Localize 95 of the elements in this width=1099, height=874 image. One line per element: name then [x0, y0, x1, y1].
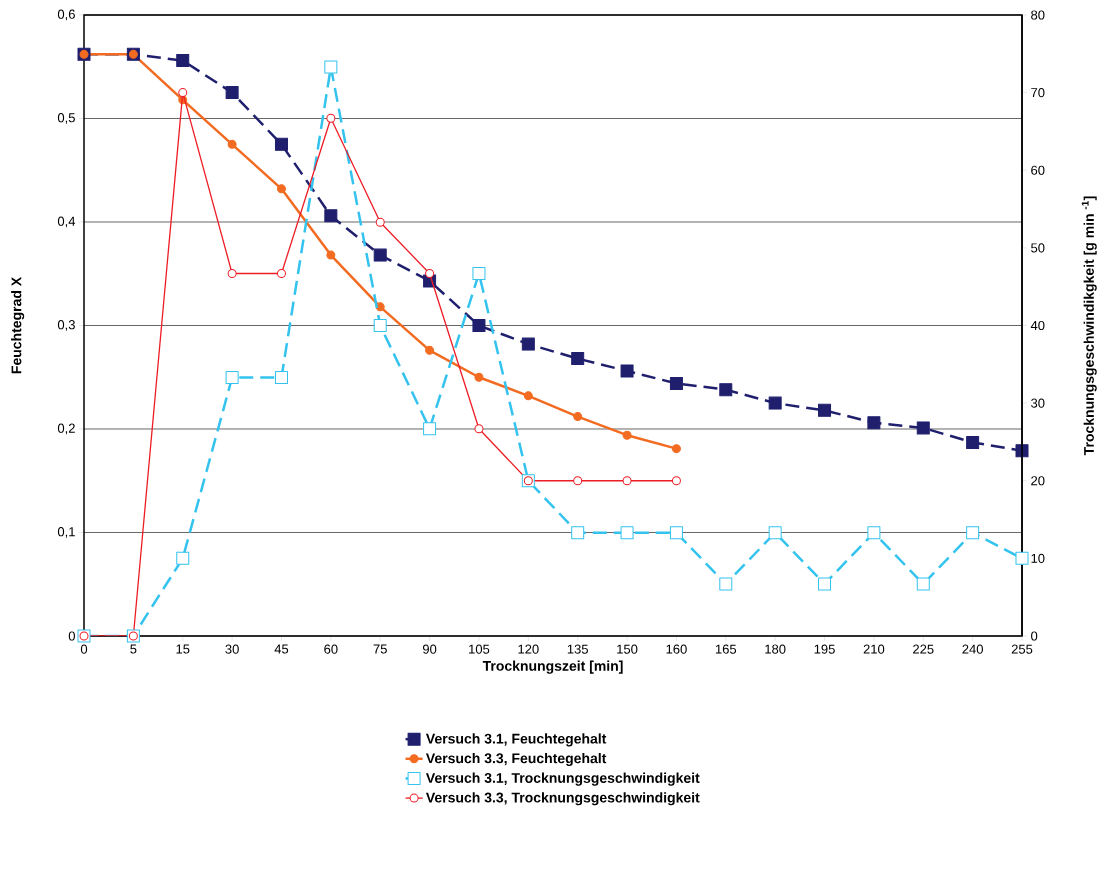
y-tick-label: 0,2 — [57, 423, 75, 435]
point — [916, 421, 930, 435]
point — [966, 526, 980, 540]
y2-tick-label: 50 — [1031, 243, 1045, 253]
y2-tick-label: 70 — [1031, 88, 1045, 98]
point — [276, 184, 286, 194]
y-tick-label: 0,6 — [57, 9, 75, 21]
x-tick-label: 105 — [469, 644, 490, 654]
x-tick-label: 240 — [962, 644, 983, 654]
point — [719, 383, 733, 397]
point — [867, 526, 881, 540]
y2-tick-label: 40 — [1030, 320, 1045, 331]
point — [573, 412, 583, 422]
y2-tick-label: 20 — [1031, 476, 1045, 486]
x-tick-label: 60 — [324, 644, 338, 654]
point — [571, 526, 585, 540]
point — [867, 416, 881, 430]
point — [669, 526, 683, 540]
point — [324, 209, 338, 223]
x-tick-label: 210 — [863, 644, 885, 654]
point — [669, 376, 683, 390]
y-tick-label: 0,5 — [57, 113, 75, 124]
y-tick-label: 0,4 — [57, 216, 76, 228]
point — [373, 318, 387, 332]
x-tick-label: 135 — [567, 644, 588, 654]
x-tick-label: 180 — [765, 644, 786, 654]
point — [176, 54, 190, 68]
point — [1015, 551, 1029, 565]
point — [768, 526, 782, 540]
point — [176, 551, 190, 565]
x-tick-label: 195 — [814, 644, 835, 654]
point — [622, 430, 632, 440]
point — [326, 113, 336, 123]
point — [274, 137, 288, 151]
point — [719, 577, 733, 591]
legend-label: Versuch 3.3, Trocknungsgeschwindigkeit — [425, 792, 700, 806]
point — [227, 139, 237, 149]
y2-tick-label: 0 — [1031, 631, 1038, 641]
x-tick-label: 90 — [422, 644, 437, 654]
y-axis-title: Feuchtegrad X — [11, 277, 25, 374]
legend-label: Versuch 3.1, Feuchtegehalt — [425, 733, 607, 747]
legend-label: Versuch 3.1, Trocknungsgeschwindigkeit — [425, 772, 700, 786]
x-tick-label: 45 — [274, 644, 289, 654]
y-tick-label: 0,3 — [57, 320, 75, 331]
point — [472, 266, 486, 280]
point — [521, 337, 535, 351]
point — [818, 403, 832, 417]
point — [472, 318, 486, 332]
point — [620, 526, 634, 540]
x-tick-label: 75 — [373, 644, 387, 654]
x-axis-title: Trocknungszeit [min] — [482, 660, 623, 674]
point — [225, 86, 239, 100]
point — [375, 217, 385, 227]
legend-label: Versuch 3.3, Feuchtegehalt — [425, 752, 607, 767]
x-tick-label: 120 — [518, 644, 539, 654]
point — [620, 364, 634, 378]
x-tick-label: 0 — [80, 644, 88, 654]
point — [573, 476, 583, 486]
y-tick-label: 0 — [68, 631, 75, 641]
point — [324, 60, 338, 74]
point — [326, 250, 336, 260]
point — [423, 422, 437, 436]
y2-tick-label: 60 — [1031, 165, 1045, 175]
point — [1015, 444, 1029, 458]
point — [671, 444, 681, 454]
y2-tick-label: 10 — [1031, 553, 1045, 563]
y2-axis-title: Trocknungsgeschwindikgkeit [g min $^{-1}$] — [1081, 196, 1097, 456]
point — [523, 391, 533, 401]
x-tick-label: 15 — [176, 644, 190, 654]
point — [768, 396, 782, 410]
point — [571, 352, 585, 366]
point — [671, 476, 681, 486]
x-tick-label: 150 — [617, 644, 638, 654]
point — [474, 372, 484, 382]
y-tick-label: 0,1 — [57, 527, 75, 538]
point — [474, 424, 484, 434]
point — [225, 371, 239, 384]
point — [178, 88, 188, 98]
point — [227, 268, 237, 278]
point — [425, 268, 435, 278]
point — [622, 476, 632, 486]
x-tick-label: 160 — [666, 644, 687, 654]
point — [276, 268, 286, 278]
x-tick-label: 30 — [225, 644, 239, 654]
x-tick-label: 165 — [715, 644, 737, 654]
point — [916, 577, 930, 591]
point — [373, 248, 387, 262]
x-tick-label: 255 — [1011, 644, 1033, 654]
x-tick-label: 5 — [130, 644, 137, 654]
point — [818, 577, 832, 591]
y2-tick-label: 30 — [1031, 398, 1045, 408]
point — [425, 345, 435, 355]
y2-tick-label: 80 — [1031, 10, 1045, 20]
point — [966, 435, 980, 449]
x-tick-label: 225 — [913, 644, 934, 654]
